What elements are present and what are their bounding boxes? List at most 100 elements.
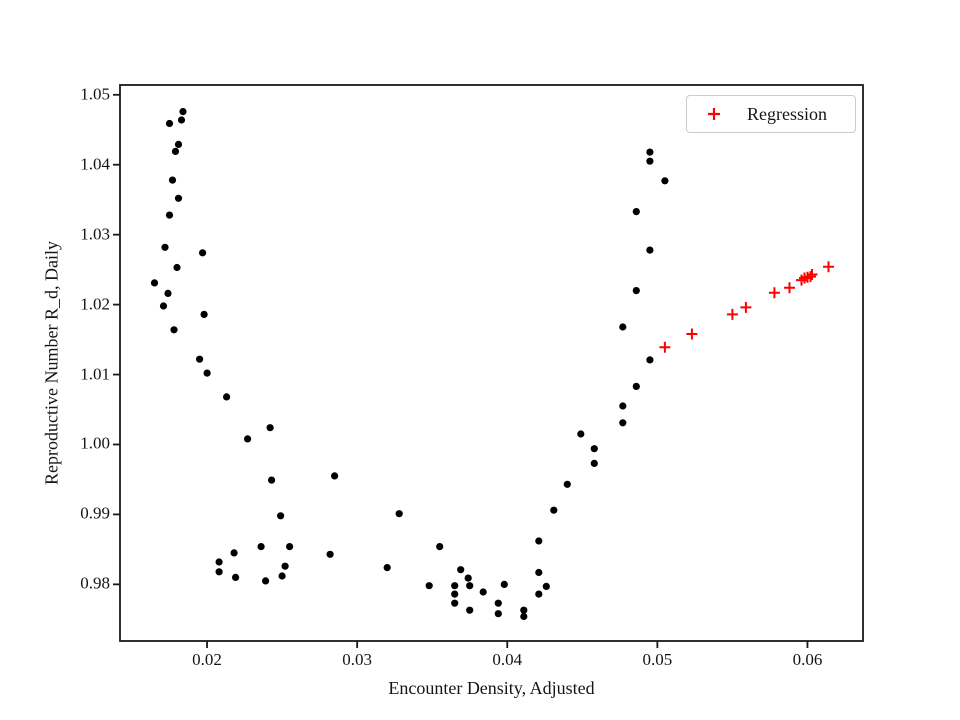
scatter-point bbox=[425, 582, 433, 590]
regression-point bbox=[726, 308, 738, 320]
scatter-point bbox=[199, 249, 207, 257]
y-tick-label: 1.02 bbox=[80, 293, 110, 313]
regression-point bbox=[659, 341, 671, 353]
scatter-point bbox=[646, 157, 654, 165]
legend: Regression bbox=[686, 95, 856, 133]
scatter-point bbox=[174, 140, 183, 148]
scatter-point bbox=[520, 606, 528, 614]
y-tick-label: 1.00 bbox=[80, 433, 110, 453]
scatter-point bbox=[196, 355, 204, 363]
scatter-point bbox=[619, 402, 627, 410]
scatter-point bbox=[286, 543, 294, 551]
x-tick-label: 0.02 bbox=[192, 650, 222, 669]
x-tick-label: 0.05 bbox=[642, 650, 673, 669]
scatter-point bbox=[230, 549, 238, 557]
scatter-point bbox=[632, 287, 640, 295]
scatter-point bbox=[542, 582, 550, 591]
scatter-point bbox=[278, 572, 286, 580]
scatter-point bbox=[262, 577, 270, 585]
scatter-point bbox=[244, 435, 252, 443]
scatter-point bbox=[577, 430, 585, 438]
y-tick-label: 1.03 bbox=[80, 223, 110, 243]
scatter-point bbox=[277, 512, 285, 520]
scatter-point bbox=[646, 246, 654, 254]
regression-point bbox=[784, 282, 795, 294]
scatter-point bbox=[165, 119, 174, 128]
scatter-point bbox=[165, 211, 174, 219]
scatter-point bbox=[223, 393, 231, 401]
scatter-point bbox=[500, 580, 508, 589]
scatter-point bbox=[215, 558, 223, 566]
regression-point bbox=[823, 261, 834, 273]
scatter-point bbox=[150, 279, 159, 287]
scatter-point bbox=[168, 176, 177, 184]
scatter-point bbox=[535, 568, 543, 577]
y-tick-label: 0.98 bbox=[80, 573, 110, 593]
scatter-point bbox=[179, 108, 187, 116]
scatter-point bbox=[494, 610, 502, 618]
scatter-point bbox=[326, 550, 334, 558]
scatter-point bbox=[550, 506, 558, 514]
regression-point bbox=[740, 301, 752, 313]
scatter-point bbox=[464, 574, 472, 582]
scatter-point bbox=[203, 369, 211, 377]
scatter-point bbox=[215, 568, 223, 576]
scatter-point bbox=[170, 326, 178, 334]
scatter-point bbox=[451, 599, 459, 607]
scatter-point bbox=[200, 310, 208, 318]
scatter-point bbox=[632, 382, 640, 390]
regression-point bbox=[806, 269, 818, 280]
scatter-point bbox=[590, 459, 598, 467]
scatter-point bbox=[383, 564, 391, 572]
scatter-point bbox=[563, 480, 571, 488]
scatter-point bbox=[395, 510, 403, 518]
scatter-point bbox=[232, 573, 240, 582]
scatter-point bbox=[159, 302, 168, 310]
scatter-point bbox=[451, 582, 459, 590]
scatter-point bbox=[174, 194, 183, 202]
scatter-point bbox=[164, 289, 172, 297]
scatter-point bbox=[466, 606, 474, 614]
regression-point bbox=[768, 287, 780, 299]
scatter-point bbox=[436, 543, 444, 551]
scatter-point bbox=[161, 243, 169, 251]
scatter-point bbox=[266, 424, 274, 432]
scatter-point bbox=[535, 590, 543, 598]
x-tick-label: 0.04 bbox=[492, 650, 523, 669]
scatter-point bbox=[281, 562, 289, 570]
scatter-point bbox=[661, 177, 669, 185]
regression-plus-icon bbox=[708, 108, 720, 120]
scatter-point bbox=[632, 208, 640, 216]
regression-point bbox=[686, 328, 698, 340]
scatter-point bbox=[535, 537, 543, 545]
scatter-point bbox=[590, 445, 598, 453]
scatter-point bbox=[451, 590, 459, 598]
scatter-point bbox=[619, 323, 627, 331]
scatter-point bbox=[268, 476, 276, 484]
scatter-point bbox=[520, 612, 528, 621]
scatter-point bbox=[173, 263, 181, 272]
y-tick-label: 1.01 bbox=[80, 363, 110, 383]
scatter-point bbox=[171, 147, 180, 155]
y-tick-label: 1.05 bbox=[80, 84, 110, 104]
y-tick-label: 1.04 bbox=[80, 154, 110, 174]
scatter-point bbox=[466, 582, 474, 590]
x-tick-label: 0.03 bbox=[342, 650, 373, 669]
scatter-point bbox=[646, 356, 654, 364]
legend-label: Regression bbox=[747, 103, 827, 124]
regression-point bbox=[805, 271, 816, 283]
scatter-point bbox=[619, 419, 627, 427]
scatter-point bbox=[479, 588, 487, 596]
scatter-point bbox=[177, 116, 186, 124]
scatter-point bbox=[646, 148, 654, 156]
scatter-point bbox=[494, 599, 502, 607]
scatter-point bbox=[257, 543, 265, 551]
axes-frame bbox=[119, 84, 864, 642]
scatter-point bbox=[331, 472, 339, 480]
x-tick-label: 0.06 bbox=[792, 650, 823, 669]
y-tick-label: 0.99 bbox=[80, 503, 110, 523]
x-axis-label: Encounter Density, Adjusted bbox=[388, 678, 595, 698]
scatter-point bbox=[457, 566, 465, 574]
